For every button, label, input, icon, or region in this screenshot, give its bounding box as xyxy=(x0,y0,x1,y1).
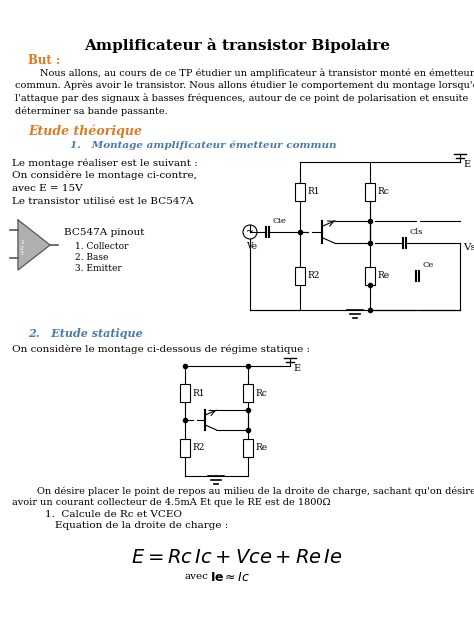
Text: Equation de la droite de charge :: Equation de la droite de charge : xyxy=(55,521,228,530)
Text: Re: Re xyxy=(377,272,389,281)
Text: Vs: Vs xyxy=(463,243,474,252)
Text: Nous allons, au cours de ce TP étudier un amplificateur à transistor monté en ém: Nous allons, au cours de ce TP étudier u… xyxy=(15,68,474,116)
Text: $E = Rc\,Ic + Vce + Re\,Ie$: $E = Rc\,Ic + Vce + Re\,Ie$ xyxy=(131,548,343,567)
Text: Ce: Ce xyxy=(422,261,434,269)
Text: 2. Base: 2. Base xyxy=(75,253,109,262)
Text: 1. Collector: 1. Collector xyxy=(75,242,128,251)
Bar xyxy=(365,183,375,201)
Bar xyxy=(365,267,375,285)
Bar xyxy=(180,384,190,402)
Text: 1.  Calcule de Rc et VCEO: 1. Calcule de Rc et VCEO xyxy=(45,510,182,519)
Text: ~: ~ xyxy=(246,227,254,237)
Text: E: E xyxy=(293,364,300,373)
Text: 1.   Montage amplificateur émetteur commun: 1. Montage amplificateur émetteur commun xyxy=(70,140,337,150)
Text: Etude théorique: Etude théorique xyxy=(28,124,142,138)
Bar xyxy=(180,439,190,457)
Text: 3. Emitter: 3. Emitter xyxy=(75,264,122,273)
Text: avec E = 15V: avec E = 15V xyxy=(12,184,82,193)
Text: BC547A pinout: BC547A pinout xyxy=(64,228,145,237)
Text: Ve: Ve xyxy=(246,242,257,251)
Text: Cls: Cls xyxy=(410,228,423,236)
Text: Rc: Rc xyxy=(255,389,267,398)
Bar xyxy=(243,439,253,457)
Text: $\mathbf{Ie}$: $\mathbf{Ie}$ xyxy=(210,571,225,584)
Text: On considère le montage ci-dessous de régime statique :: On considère le montage ci-dessous de ré… xyxy=(12,344,310,353)
Text: R2: R2 xyxy=(192,444,204,453)
Text: But :: But : xyxy=(28,54,60,67)
Text: R1: R1 xyxy=(192,389,204,398)
Text: On considère le montage ci-contre,: On considère le montage ci-contre, xyxy=(12,171,197,181)
Text: E: E xyxy=(463,160,470,169)
Text: R1: R1 xyxy=(307,188,319,197)
Text: Le transistor utilisé est le BC547A: Le transistor utilisé est le BC547A xyxy=(12,197,193,206)
Bar xyxy=(243,384,253,402)
Text: Amplificateur à transistor Bipolaire: Amplificateur à transistor Bipolaire xyxy=(84,38,390,53)
Polygon shape xyxy=(18,220,50,270)
Text: Le montage réaliser est le suivant :: Le montage réaliser est le suivant : xyxy=(12,158,198,167)
Text: Cie: Cie xyxy=(273,217,286,225)
Bar xyxy=(295,183,305,201)
Text: 2.   Etude statique: 2. Etude statique xyxy=(28,328,143,339)
Text: R2: R2 xyxy=(307,272,319,281)
Bar xyxy=(295,267,305,285)
Text: On désire placer le point de repos au milieu de la droite de charge, sachant qu': On désire placer le point de repos au mi… xyxy=(12,487,474,497)
Text: $\approx Ic$: $\approx Ic$ xyxy=(222,571,250,584)
Text: 1
2
3: 1 2 3 xyxy=(20,240,24,257)
Text: Rc: Rc xyxy=(377,188,389,197)
Text: avoir un courant collecteur de 4.5mA Et que le RE est de 1800Ω: avoir un courant collecteur de 4.5mA Et … xyxy=(12,498,331,507)
Text: Re: Re xyxy=(255,444,267,453)
Text: avec: avec xyxy=(185,572,209,581)
